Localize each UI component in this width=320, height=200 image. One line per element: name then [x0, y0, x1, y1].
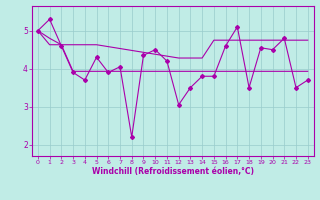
X-axis label: Windchill (Refroidissement éolien,°C): Windchill (Refroidissement éolien,°C)	[92, 167, 254, 176]
